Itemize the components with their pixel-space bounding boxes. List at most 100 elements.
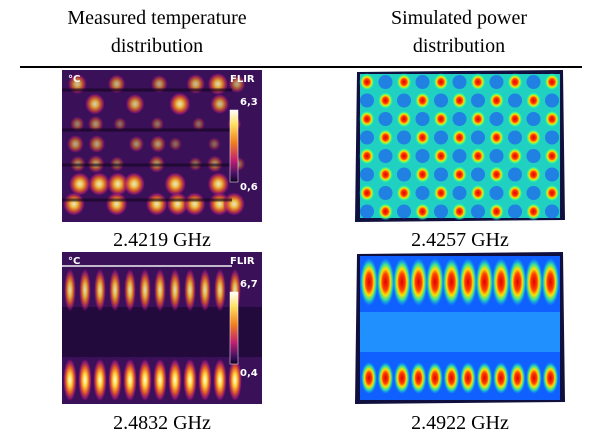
- field-spot: [471, 204, 485, 219]
- field-spot: [545, 130, 559, 145]
- field-spot: [493, 362, 509, 394]
- hot-spot: [66, 134, 85, 154]
- field-spot: [544, 147, 560, 165]
- field-spot: [470, 110, 486, 128]
- field-spot: [544, 110, 560, 128]
- field-spot: [526, 186, 541, 200]
- hot-spot: [184, 268, 196, 312]
- unit-label: °C: [68, 74, 80, 85]
- field-spot: [397, 167, 411, 182]
- hot-spot: [138, 358, 152, 402]
- field-spot: [489, 75, 504, 89]
- hot-spot: [139, 268, 151, 312]
- thermal-image: °C FLIR 6,3 0,6: [62, 70, 262, 222]
- field-spot: [525, 91, 542, 110]
- field-spot: [470, 147, 486, 165]
- field-spot: [397, 93, 411, 108]
- hot-spot: [64, 268, 76, 312]
- hot-spot: [113, 116, 127, 132]
- hot-spot: [169, 268, 181, 312]
- hot-spot: [123, 172, 146, 196]
- field-spot: [507, 73, 523, 91]
- field-spot: [414, 165, 431, 184]
- field-spot: [414, 91, 431, 110]
- field-spot: [507, 184, 523, 202]
- field-spot: [508, 167, 522, 182]
- field-spot: [526, 149, 541, 163]
- field-spot: [508, 204, 522, 219]
- frequency-caption: 2.4219 GHz: [113, 229, 211, 251]
- field-spot: [378, 112, 393, 126]
- field-spot: [508, 130, 522, 145]
- field-spot: [433, 73, 449, 91]
- hot-spot: [164, 172, 187, 196]
- hot-spot: [207, 172, 230, 196]
- field-spot: [545, 93, 559, 108]
- unit-label: °C: [68, 256, 80, 267]
- hot-spot: [154, 268, 166, 312]
- field-spot: [471, 167, 485, 182]
- field-spot: [415, 149, 430, 163]
- field-spot: [451, 165, 468, 184]
- frequency-caption: 2.4832 GHz: [113, 412, 211, 434]
- field-spot: [508, 258, 527, 306]
- field-spot: [451, 202, 468, 221]
- hot-spot: [84, 92, 106, 116]
- hot-spot: [149, 135, 167, 153]
- field-spot: [360, 93, 374, 108]
- field-spot: [359, 110, 375, 128]
- hot-spot: [228, 358, 242, 402]
- field-spot: [434, 93, 448, 108]
- scale-min: 0,6: [240, 182, 258, 193]
- field-spot: [542, 362, 559, 394]
- field-spot: [396, 147, 412, 165]
- field-spot: [378, 186, 393, 200]
- field-spot: [488, 202, 505, 221]
- field-spot: [377, 128, 394, 147]
- field-spot: [544, 73, 560, 91]
- field-spot: [377, 91, 394, 110]
- field-spot: [452, 149, 467, 163]
- field-spot: [377, 202, 394, 221]
- hot-spot: [106, 172, 129, 196]
- field-spot: [489, 149, 504, 163]
- hot-spot: [199, 268, 211, 312]
- field-spot: [376, 258, 395, 306]
- field-spot: [396, 73, 412, 91]
- field-spot: [471, 93, 485, 108]
- scale-max: 6,3: [240, 97, 258, 108]
- hot-spot: [105, 192, 128, 216]
- field-spot: [451, 91, 468, 110]
- field-spot: [507, 147, 523, 165]
- field-spot: [452, 75, 467, 89]
- hot-spot: [168, 137, 182, 151]
- field-spot: [415, 112, 430, 126]
- color-bar: [229, 109, 239, 183]
- hot-spot: [79, 268, 91, 312]
- hot-spot: [207, 72, 229, 96]
- field-spot: [434, 167, 448, 182]
- field-spot: [525, 202, 542, 221]
- field-spot: [489, 186, 504, 200]
- field-spot: [526, 75, 541, 89]
- hot-spot: [183, 192, 206, 216]
- field-band: [360, 312, 560, 352]
- field-spot: [394, 362, 410, 394]
- field-spot: [459, 258, 477, 306]
- field-spot: [433, 147, 449, 165]
- header-rule: [20, 66, 582, 68]
- field-spot: [409, 258, 428, 306]
- color-bar: [229, 291, 239, 365]
- field-spot: [414, 202, 431, 221]
- field-spot: [488, 165, 505, 184]
- field-spot: [359, 147, 375, 165]
- hot-spot: [168, 92, 191, 116]
- field-spot: [452, 112, 467, 126]
- field-spot: [451, 128, 468, 147]
- field-spot: [415, 186, 430, 200]
- field-spot: [525, 128, 542, 147]
- hot-spot: [63, 358, 77, 402]
- hot-spot: [192, 117, 206, 131]
- field-spot: [509, 362, 526, 394]
- field-spot: [378, 75, 393, 89]
